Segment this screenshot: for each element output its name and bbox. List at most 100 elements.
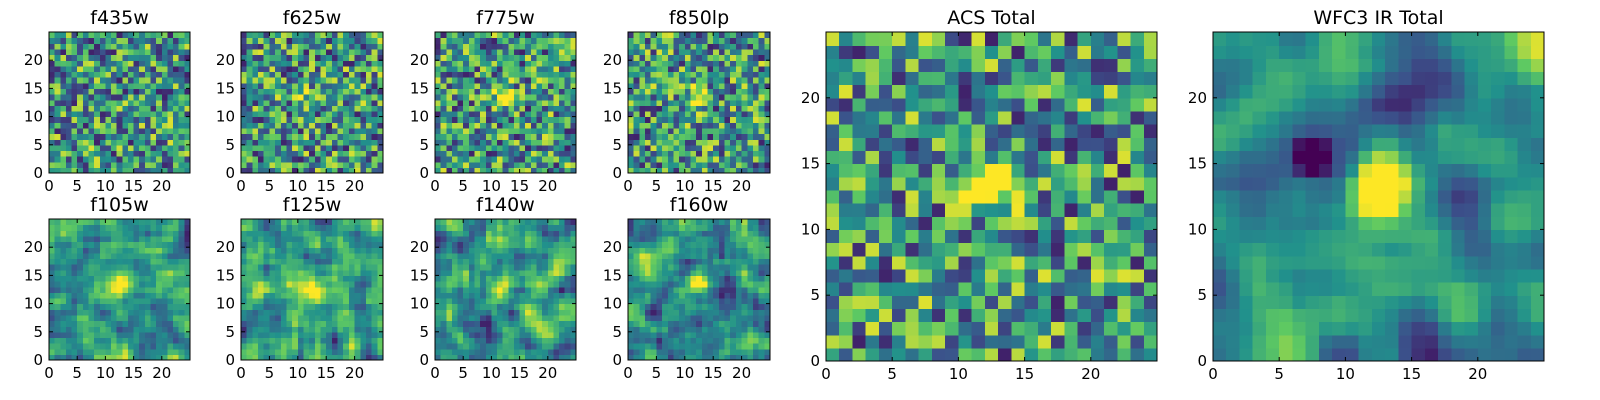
- heatmap-cell: [105, 230, 112, 237]
- heatmap-cell: [127, 269, 135, 276]
- heatmap-cell: [133, 94, 140, 101]
- heatmap-cell: [184, 303, 191, 310]
- heatmap-cell: [178, 235, 185, 243]
- heatmap-cell: [246, 292, 253, 299]
- heatmap-cell: [178, 320, 185, 327]
- heatmap-cell: [286, 343, 293, 350]
- heatmap-cell: [331, 105, 339, 112]
- heatmap-cell: [94, 258, 101, 265]
- heatmap-cell: [54, 354, 61, 361]
- heatmap-cell: [446, 247, 453, 254]
- heatmap-cell: [530, 348, 538, 355]
- heatmap-cell: [127, 77, 135, 84]
- heatmap-cell: [650, 99, 657, 106]
- heatmap-cell: [639, 139, 646, 146]
- heatmap-cell: [491, 133, 498, 140]
- heatmap-cell: [360, 219, 367, 226]
- heatmap-cell: [331, 224, 339, 231]
- heatmap-cell: [49, 354, 56, 361]
- heatmap-cell: [122, 48, 129, 56]
- heatmap-cell: [320, 297, 327, 305]
- heatmap-cell: [735, 116, 743, 123]
- heatmap-cell: [724, 71, 731, 78]
- heatmap-cell: [360, 37, 367, 44]
- heatmap-cell: [178, 116, 185, 123]
- heatmap-cell: [365, 331, 373, 339]
- heatmap-cell: [82, 269, 90, 276]
- heatmap-cell: [491, 37, 498, 44]
- heatmap-cell: [348, 127, 356, 135]
- heatmap-cell: [662, 161, 669, 168]
- heatmap-cell: [474, 320, 481, 327]
- heatmap-cell: [553, 60, 560, 67]
- heatmap-cell: [684, 65, 692, 73]
- heatmap-cell: [314, 281, 322, 288]
- heatmap-cell: [502, 354, 509, 361]
- heatmap-cell: [252, 82, 259, 89]
- heatmap-cell: [343, 71, 350, 78]
- heatmap-cell: [713, 94, 720, 101]
- heatmap-cell: [497, 122, 504, 129]
- heatmap-cell: [542, 252, 549, 260]
- heatmap-cell: [542, 127, 549, 135]
- heatmap-cell: [371, 116, 378, 123]
- heatmap-cell: [116, 320, 123, 327]
- heatmap-cell: [502, 309, 509, 316]
- heatmap-cell: [314, 156, 322, 163]
- heatmap-cell: [241, 77, 248, 84]
- heatmap-cell: [371, 122, 378, 129]
- heatmap-cell: [735, 144, 743, 152]
- heatmap-cell: [252, 297, 259, 305]
- heatmap-cell: [286, 105, 293, 112]
- heatmap-cell: [730, 144, 737, 152]
- heatmap-cell: [269, 297, 276, 305]
- heatmap-cell: [167, 71, 174, 78]
- heatmap-cell: [718, 167, 726, 174]
- heatmap-cell: [679, 292, 686, 299]
- heatmap-cell: [348, 219, 356, 226]
- heatmap-cell: [77, 286, 84, 293]
- heatmap-cell: [354, 314, 361, 322]
- heatmap-cell: [684, 88, 692, 95]
- heatmap-cell: [645, 88, 652, 95]
- heatmap-cell: [354, 60, 361, 67]
- heatmap-cell: [553, 139, 560, 146]
- heatmap-cell: [314, 37, 322, 44]
- heatmap-cell: [633, 337, 640, 344]
- heatmap-cell: [758, 343, 765, 350]
- heatmap-cell: [365, 343, 373, 350]
- heatmap-cell: [525, 252, 532, 260]
- heatmap-cell: [292, 348, 299, 355]
- heatmap-cell: [377, 292, 384, 299]
- heatmap-cell: [263, 303, 270, 310]
- heatmap-cell: [440, 269, 447, 276]
- heatmap-cell: [530, 343, 538, 350]
- heatmap-cell: [161, 60, 169, 67]
- heatmap-cell: [491, 65, 498, 73]
- heatmap-cell: [752, 309, 760, 316]
- heatmap-cell: [88, 88, 95, 95]
- heatmap-cell: [513, 331, 521, 339]
- heatmap-cell: [292, 60, 299, 67]
- heatmap-cell: [309, 292, 316, 299]
- heatmap-cell: [105, 139, 112, 146]
- heatmap-cell: [144, 88, 152, 95]
- heatmap-cell: [502, 150, 509, 157]
- heatmap-cell: [530, 122, 538, 129]
- heatmap-cell: [485, 275, 492, 282]
- heatmap-cell: [463, 281, 470, 288]
- heatmap-cell: [65, 156, 73, 163]
- heatmap-cell: [690, 343, 697, 350]
- heatmap-cell: [105, 150, 112, 157]
- heatmap-cell: [752, 54, 760, 61]
- heatmap-cell: [309, 65, 316, 73]
- heatmap-cell: [54, 32, 61, 39]
- heatmap-cell: [49, 297, 56, 305]
- heatmap-cell: [263, 331, 270, 339]
- heatmap-cell: [491, 252, 498, 260]
- heatmap-cell: [690, 314, 697, 322]
- heatmap-cell: [263, 156, 270, 163]
- heatmap-cell: [263, 94, 270, 101]
- heatmap-cell: [673, 343, 680, 350]
- heatmap-cell: [662, 150, 669, 157]
